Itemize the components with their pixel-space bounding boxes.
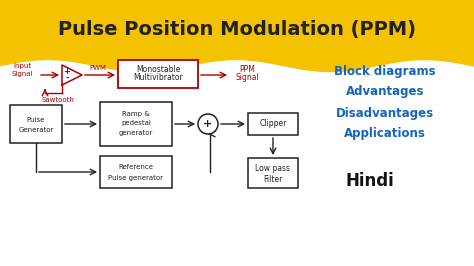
FancyBboxPatch shape xyxy=(118,60,198,88)
Text: Sawtooth: Sawtooth xyxy=(42,97,74,103)
Text: -: - xyxy=(65,73,69,82)
Text: pedestal: pedestal xyxy=(121,120,151,126)
FancyBboxPatch shape xyxy=(10,105,62,143)
Text: Ramp &: Ramp & xyxy=(122,111,150,117)
Text: generator: generator xyxy=(119,130,153,136)
FancyBboxPatch shape xyxy=(248,113,298,135)
Text: Hindi: Hindi xyxy=(346,172,394,190)
FancyBboxPatch shape xyxy=(0,0,474,55)
Text: Block diagrams: Block diagrams xyxy=(334,64,436,77)
Text: Advantages: Advantages xyxy=(346,85,424,98)
Text: PWM: PWM xyxy=(90,65,107,71)
Text: Reference: Reference xyxy=(118,164,154,170)
Text: Input
Signal: Input Signal xyxy=(11,63,33,77)
Text: +: + xyxy=(203,119,213,129)
Text: Disadvantages: Disadvantages xyxy=(336,106,434,119)
Polygon shape xyxy=(62,65,82,85)
Text: Signal: Signal xyxy=(235,73,259,81)
Circle shape xyxy=(198,114,218,134)
Text: Pulse: Pulse xyxy=(27,117,45,123)
Text: Clipper: Clipper xyxy=(259,119,287,128)
Text: PPM: PPM xyxy=(239,65,255,74)
Text: Low pass: Low pass xyxy=(255,164,291,173)
Text: Multivibrator: Multivibrator xyxy=(133,73,183,82)
FancyBboxPatch shape xyxy=(100,102,172,146)
Text: +: + xyxy=(64,68,71,77)
FancyBboxPatch shape xyxy=(248,158,298,188)
Text: Applications: Applications xyxy=(344,127,426,140)
Text: Pulse generator: Pulse generator xyxy=(109,175,164,181)
FancyBboxPatch shape xyxy=(100,156,172,188)
Text: Pulse Position Modulation (PPM): Pulse Position Modulation (PPM) xyxy=(58,19,416,39)
Text: Filter: Filter xyxy=(264,174,283,184)
Text: Generator: Generator xyxy=(18,127,54,133)
Text: Monostable: Monostable xyxy=(136,65,180,74)
